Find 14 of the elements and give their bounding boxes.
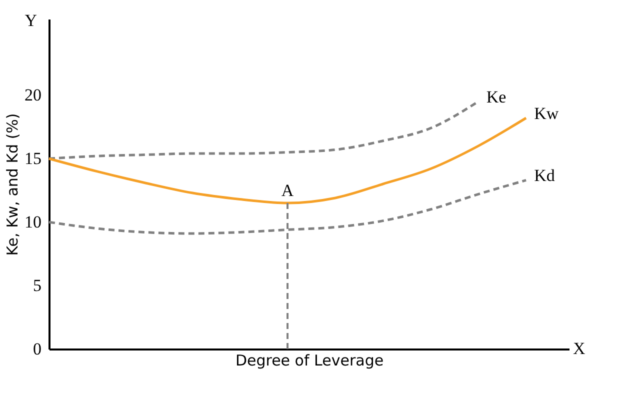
series-label: Kw (534, 104, 560, 123)
y-tick-label: 5 (33, 276, 42, 296)
text: Y (24, 11, 37, 30)
annotation: A (281, 181, 294, 200)
y-tick-label: 15 (24, 149, 42, 168)
y-axis-title: Ke, Kw, and Kd (%) (4, 113, 22, 256)
series-label: Ke (486, 88, 506, 106)
y-tick-label: 20 (24, 86, 42, 105)
text: X (573, 339, 586, 358)
y-tick-label: 10 (24, 212, 42, 232)
y-tick-label: 0 (33, 340, 42, 358)
line-series (48, 116, 528, 204)
x-axis-title: Degree of Leverage (235, 352, 384, 370)
series-label: Kd (534, 166, 556, 186)
